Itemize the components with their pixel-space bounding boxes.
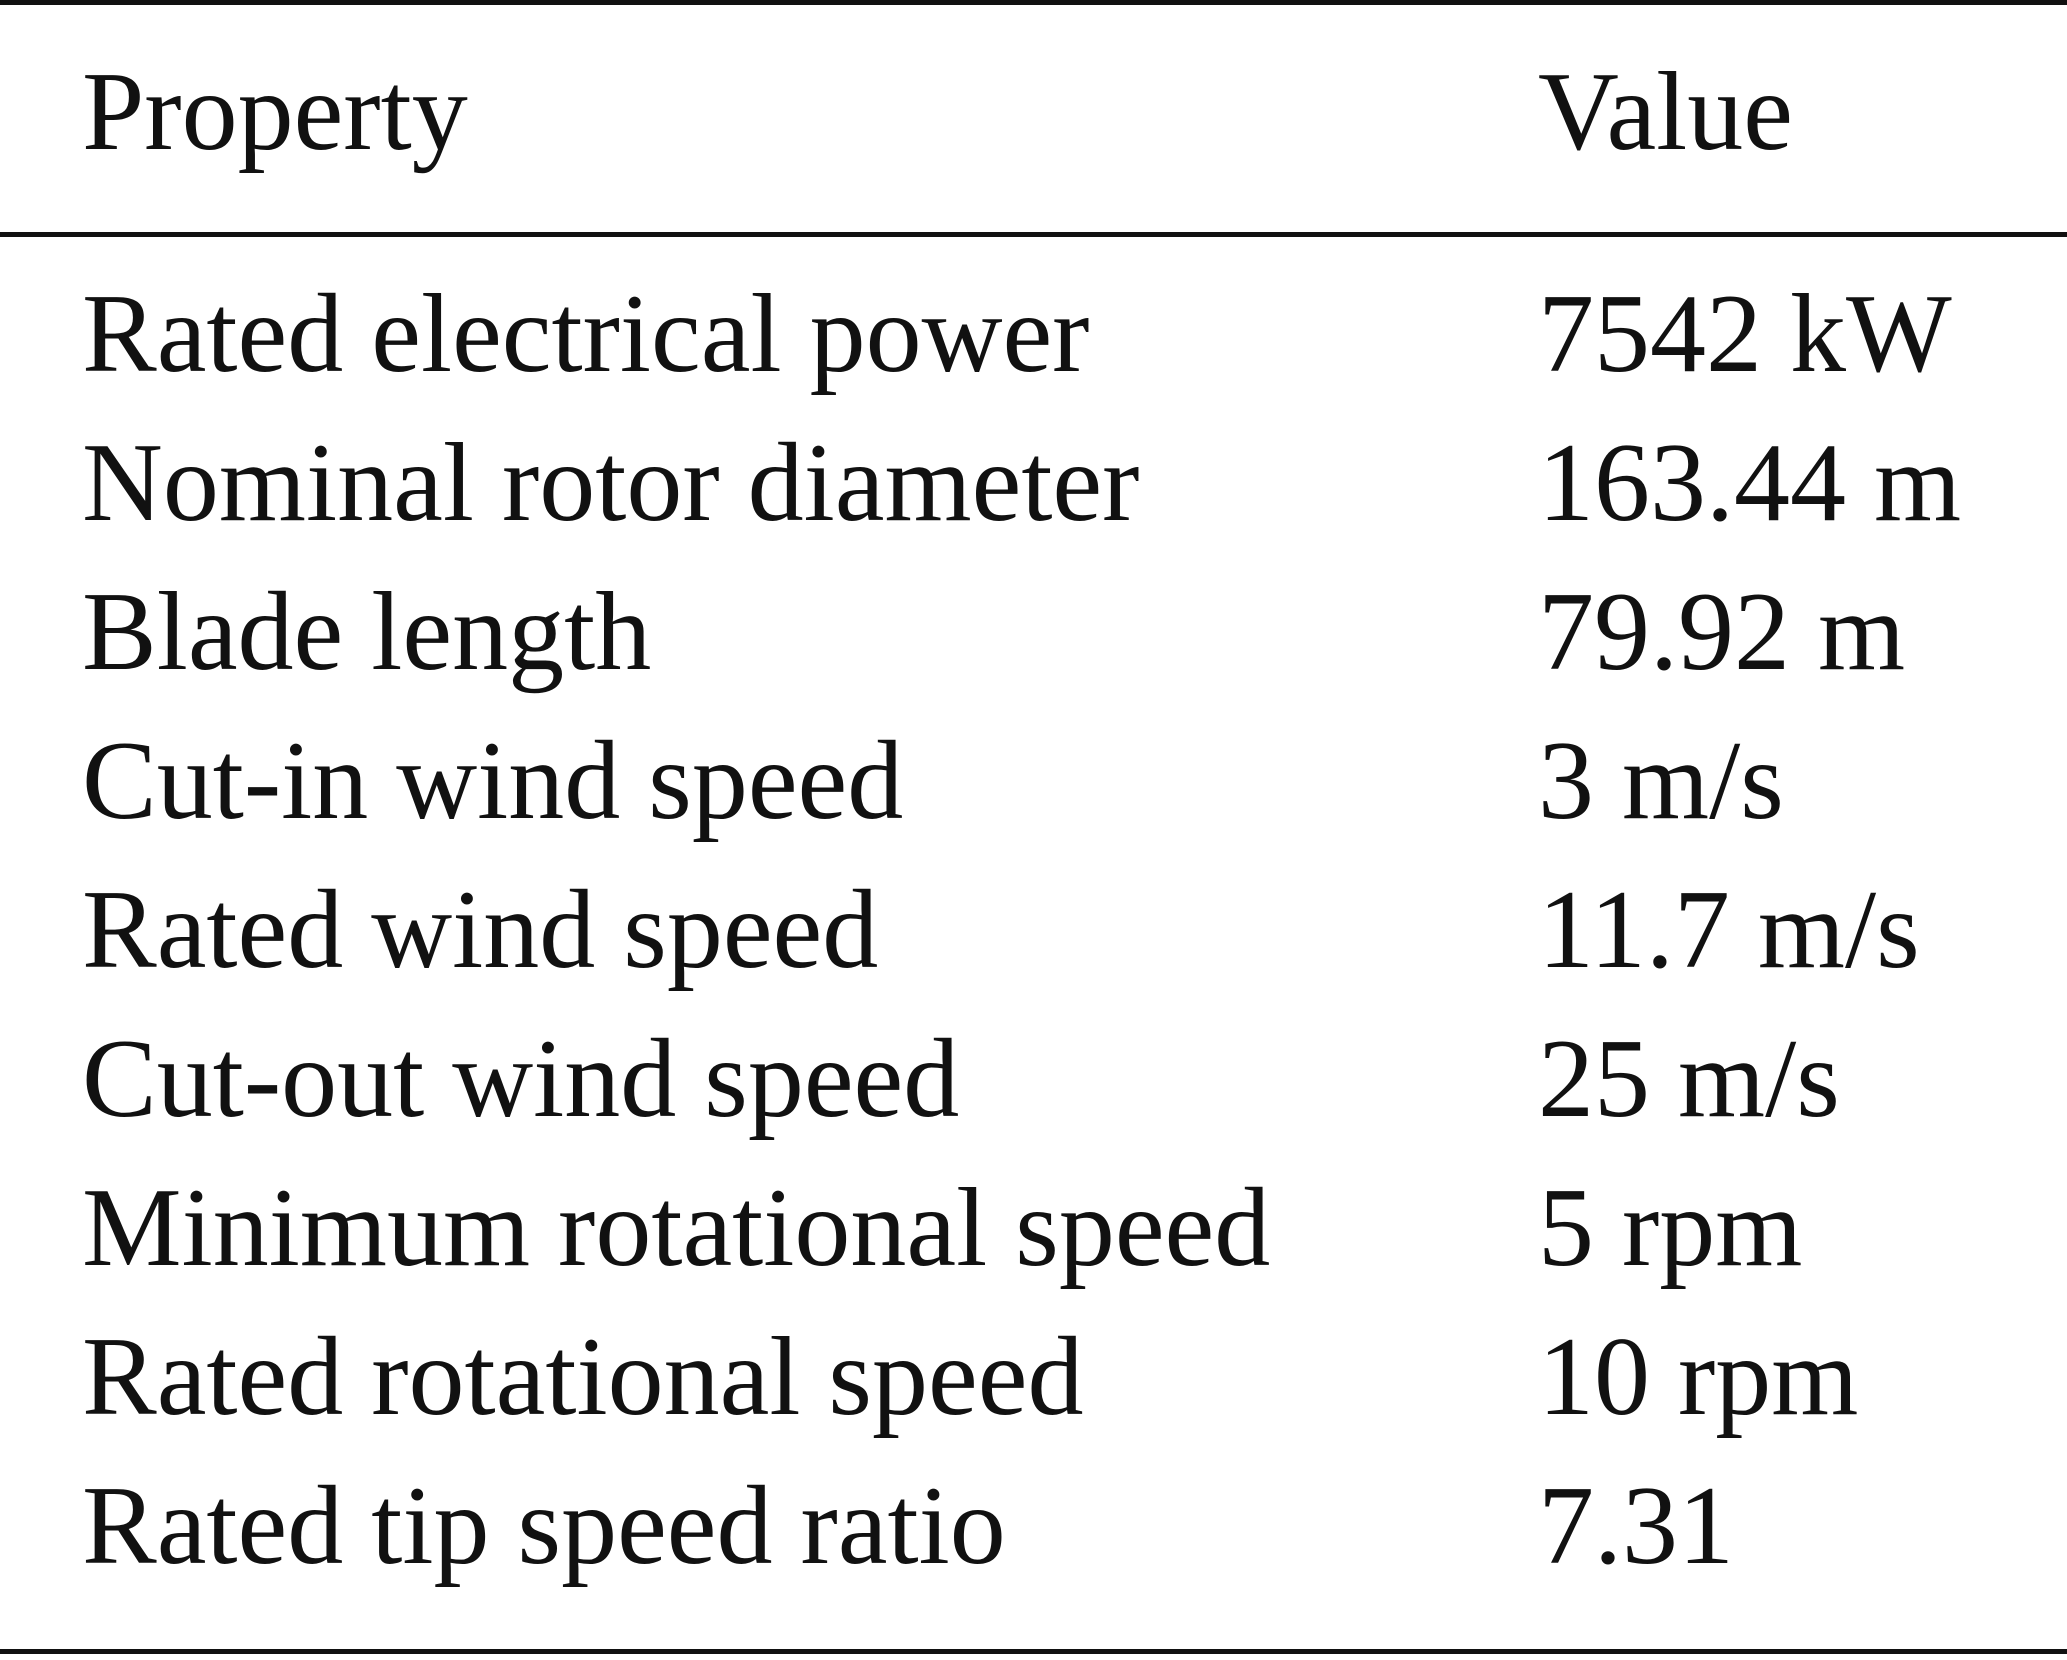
table-bottom-rule <box>0 1649 2067 1654</box>
row-property: Cut-in wind speed <box>82 719 904 843</box>
row-property: Rated tip speed ratio <box>82 1464 1006 1588</box>
row-value: 79.92 m <box>1538 570 1906 694</box>
row-value: 7542 kW <box>1538 272 1952 396</box>
row-property: Blade length <box>82 570 652 694</box>
row-property: Minimum rotational speed <box>82 1166 1271 1290</box>
row-value: 3 m/s <box>1538 719 1784 843</box>
row-property: Rated electrical power <box>82 272 1090 396</box>
row-property: Nominal rotor diameter <box>82 421 1140 545</box>
table-top-rule <box>0 0 2067 5</box>
header-property: Property <box>82 50 468 174</box>
row-value: 11.7 m/s <box>1538 868 1920 992</box>
row-value: 25 m/s <box>1538 1017 1840 1141</box>
row-property: Cut-out wind speed <box>82 1017 960 1141</box>
row-property: Rated wind speed <box>82 868 879 992</box>
table-header-rule <box>0 232 2067 237</box>
row-value: 7.31 <box>1538 1464 1734 1588</box>
header-value: Value <box>1538 50 1794 174</box>
row-value: 10 rpm <box>1538 1315 1859 1439</box>
row-value: 163.44 m <box>1538 421 1962 545</box>
row-property: Rated rotational speed <box>82 1315 1084 1439</box>
row-value: 5 rpm <box>1538 1166 1803 1290</box>
